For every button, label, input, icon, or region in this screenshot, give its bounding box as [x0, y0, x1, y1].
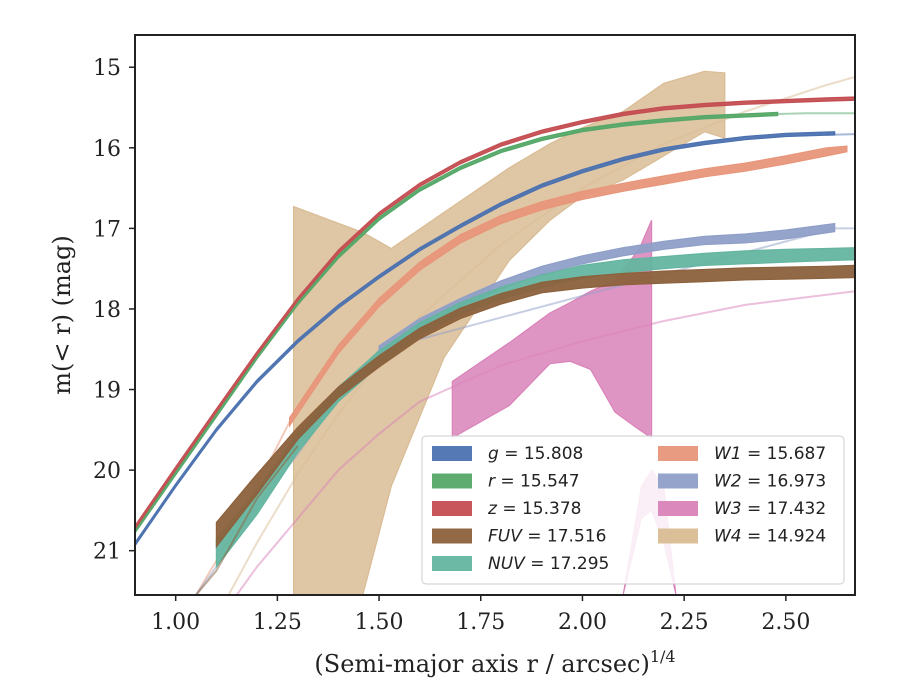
legend-label-value: = 15.378 [497, 499, 582, 519]
legend-swatch [658, 528, 698, 544]
x-tick-label: 2.50 [761, 610, 810, 635]
legend-label-band: W2 [714, 472, 742, 492]
x-tick-label: 2.25 [660, 610, 709, 635]
x-tick-label: 1.00 [151, 610, 200, 635]
legend-label-value: = 15.687 [742, 444, 827, 464]
legend-swatch [432, 446, 472, 461]
x-axis-ticks: 1.00 1.25 1.50 1.75 2.00 2.25 2.50 [151, 595, 810, 635]
series-w4-band [293, 70, 726, 595]
series-layer [135, 70, 855, 595]
legend-swatch [432, 473, 472, 489]
legend-label: W2 = 16.973 [714, 472, 826, 492]
series-z [135, 96, 855, 530]
legend-label: W3 = 17.432 [714, 499, 826, 519]
legend-label-value: = 16.973 [742, 472, 827, 492]
plot-frame [134, 34, 856, 596]
x-axis-label-text: (Semi-major axis r / arcsec) [314, 650, 649, 678]
legend-label-value: = 17.516 [522, 527, 607, 547]
legend-label-value: = 17.295 [525, 554, 610, 574]
series-w1-band [289, 145, 848, 428]
legend-item-w2: W2 = 16.973 [658, 472, 826, 492]
series-z-band [135, 96, 855, 530]
legend-label-band: W1 [714, 444, 742, 464]
y-tick-label: 19 [93, 379, 121, 404]
legend-label: r = 15.547 [488, 472, 580, 492]
x-tick-label: 1.25 [253, 610, 302, 635]
series-g [135, 131, 855, 547]
series-g-band [135, 131, 836, 547]
y-axis-ticks: 15 16 17 18 19 20 21 [93, 56, 135, 565]
legend-swatch [658, 473, 698, 489]
series-fuv-model-line [195, 445, 299, 595]
legend-label-band: NUV [488, 554, 526, 574]
legend-swatch [658, 501, 698, 516]
legend-label-value: = 14.924 [742, 527, 827, 547]
legend-item-nuv: NUV = 17.295 [432, 554, 609, 574]
x-tick-label: 2.00 [558, 610, 607, 635]
y-tick-label: 21 [93, 540, 121, 565]
x-axis-label-exponent: 1/4 [650, 647, 676, 666]
legend-label: NUV = 17.295 [488, 554, 609, 574]
legend-label: W1 = 15.687 [714, 444, 826, 464]
y-tick-label: 18 [93, 298, 121, 323]
legend-swatch [658, 446, 698, 461]
legend-item-w1: W1 = 15.687 [658, 444, 826, 464]
legend-label: FUV = 17.516 [488, 527, 606, 547]
legend-box [421, 435, 845, 585]
legend-label-band: W3 [714, 499, 742, 519]
legend-label-band: FUV [488, 527, 523, 547]
y-tick-label: 15 [93, 56, 121, 81]
legend-swatch [432, 556, 472, 571]
series-r-band [135, 111, 779, 535]
legend-label-value: = 15.547 [495, 472, 580, 492]
legend-swatch [432, 528, 472, 544]
legend-label: W4 = 14.924 [714, 527, 826, 547]
series-fuv [195, 264, 855, 595]
series-fuv-band [215, 264, 855, 549]
x-tick-label: 1.50 [355, 610, 404, 635]
legend-label-band: r [488, 472, 496, 492]
legend-label-band: z [487, 499, 498, 519]
legend-item-z: z = 15.378 [432, 499, 581, 519]
legend-item-g: g = 15.808 [432, 444, 583, 464]
legend-swatch [432, 501, 472, 516]
legend-label: z = 15.378 [487, 499, 581, 519]
legend-label-value: = 15.808 [499, 444, 584, 464]
y-axis-label: m(< r) (mag) [48, 235, 76, 394]
legend-item-r: r = 15.547 [432, 472, 580, 492]
y-tick-label: 17 [93, 217, 121, 242]
legend-label-value: = 17.432 [742, 499, 827, 519]
y-tick-label: 16 [93, 137, 121, 162]
series-w3-model-line [235, 290, 855, 595]
series-r-model-line [777, 112, 855, 115]
legend-item-w3: W3 = 17.432 [658, 499, 826, 519]
legend-label: g = 15.808 [488, 444, 583, 464]
x-tick-label: 1.75 [456, 610, 505, 635]
legend-label-band: W4 [714, 527, 742, 547]
legend-label-band: g [488, 444, 499, 464]
x-axis-label: (Semi-major axis r / arcsec)1/4 [314, 647, 675, 678]
legend-item-w4: W4 = 14.924 [658, 527, 826, 547]
y-tick-label: 20 [93, 459, 121, 484]
series-w4 [227, 70, 855, 595]
series-r [135, 111, 855, 535]
legend-item-fuv: FUV = 17.516 [432, 527, 606, 547]
